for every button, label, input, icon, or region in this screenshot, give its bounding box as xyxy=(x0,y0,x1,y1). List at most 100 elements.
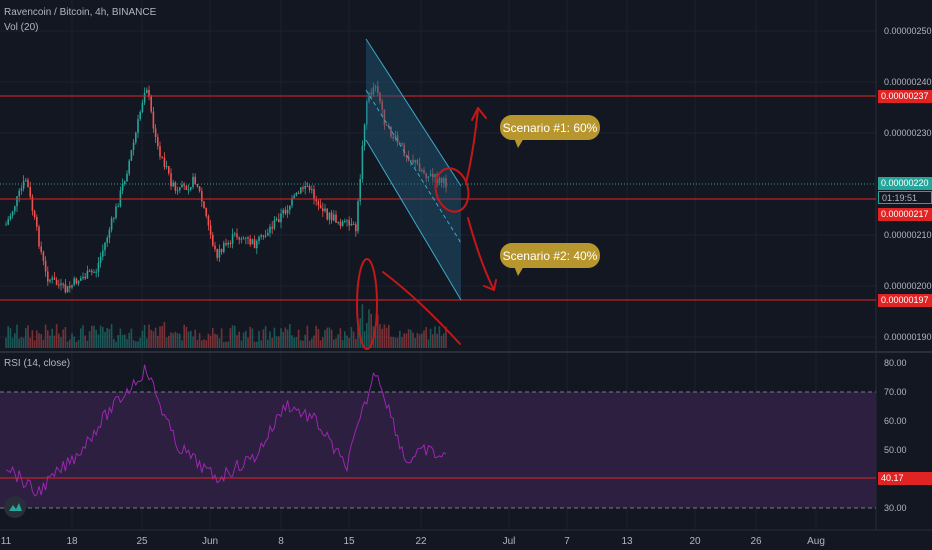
volume-bar xyxy=(84,335,86,348)
candle-body xyxy=(49,279,51,282)
volume-bar xyxy=(280,328,282,348)
volume-bar xyxy=(385,327,388,348)
candle-body xyxy=(150,96,152,112)
candle-body xyxy=(434,174,436,178)
candle-body xyxy=(317,201,320,206)
candle-body xyxy=(258,236,260,242)
tradingview-logo[interactable] xyxy=(4,496,26,518)
volume-bar xyxy=(374,329,377,348)
volume-bar xyxy=(432,334,434,348)
time-label: Jul xyxy=(503,536,516,547)
volume-bar xyxy=(421,333,423,348)
candle-body xyxy=(33,210,36,217)
volume-bar xyxy=(317,328,320,348)
volume-bar xyxy=(44,324,47,348)
volume-bar xyxy=(161,325,163,348)
candle-body xyxy=(445,178,447,188)
candle-body xyxy=(104,242,106,251)
candle-body xyxy=(313,189,315,200)
candle-body xyxy=(264,235,267,237)
volume-bar xyxy=(86,340,89,348)
rsi-line xyxy=(5,364,447,497)
candle-body xyxy=(163,157,166,168)
volume-bar xyxy=(115,341,117,348)
time-axis[interactable]: 11 18 25 Jun 8 15 22 Jul 7 13 20 26 Aug xyxy=(1,536,825,547)
volume-bar xyxy=(126,339,128,348)
volume-bar xyxy=(328,327,331,348)
rsi-axis[interactable]: 80.00 70.00 60.00 50.00 30.00 xyxy=(884,358,907,513)
candle-body xyxy=(214,245,216,250)
volume-bar xyxy=(440,335,443,348)
hand-drawn-annotations[interactable] xyxy=(356,107,497,350)
volume-bar xyxy=(14,333,16,348)
volume-bar xyxy=(42,339,45,348)
scenario2-arrowhead xyxy=(483,279,497,291)
candle-body xyxy=(339,222,342,226)
volume-bar xyxy=(377,314,379,348)
volume-bar xyxy=(176,333,179,348)
time-label: 7 xyxy=(564,536,570,547)
volume-bar xyxy=(240,340,243,348)
candle-body xyxy=(71,284,73,288)
candle-body xyxy=(18,190,20,197)
candle-body xyxy=(225,243,227,245)
candle-body xyxy=(366,101,368,125)
candle-body xyxy=(183,184,185,186)
scenario2-callout[interactable]: Scenario #2: 40% xyxy=(500,243,600,276)
volume-bar xyxy=(434,326,436,348)
candle-body xyxy=(297,192,300,194)
candle-body xyxy=(108,229,111,238)
volume-bar xyxy=(322,337,324,348)
candle-body xyxy=(168,166,170,174)
candle-body xyxy=(346,220,348,222)
candle-body xyxy=(38,226,40,247)
volume-bar xyxy=(271,337,273,348)
descending-channel[interactable] xyxy=(366,39,461,300)
volume-indicator-label[interactable]: Vol (20) xyxy=(4,22,39,33)
volume-bar xyxy=(9,327,12,348)
candle-body xyxy=(152,111,155,129)
volume-bar xyxy=(137,341,139,348)
candle-body xyxy=(124,181,126,184)
volume-bar xyxy=(249,326,251,348)
volume-bar xyxy=(58,333,60,348)
rsi-indicator-label[interactable]: RSI (14, close) xyxy=(4,358,71,369)
candle-body xyxy=(192,176,194,188)
volume-bar xyxy=(128,332,130,348)
volume-bar xyxy=(383,324,386,348)
volume-bar xyxy=(405,333,408,348)
volume-bar xyxy=(168,335,170,348)
volume-bar xyxy=(324,330,326,348)
volume-bar xyxy=(262,329,265,348)
volume-bar xyxy=(401,337,403,348)
price-axis[interactable]: 0.00000250 0.00000240 0.00000230 0.00000… xyxy=(884,26,932,342)
candle-body xyxy=(438,177,441,183)
volume-bar xyxy=(11,337,14,348)
candle-body xyxy=(271,226,273,229)
volume-bar xyxy=(363,331,366,348)
price-tick: 0.00000240 xyxy=(884,77,932,87)
time-label: Jun xyxy=(202,536,218,547)
volume-bar xyxy=(25,328,27,348)
rsi-band xyxy=(0,392,876,508)
volume-bar xyxy=(227,341,229,348)
candle-body xyxy=(234,233,236,235)
volume-bar xyxy=(102,327,104,348)
candle-body xyxy=(16,196,18,207)
volume-bar xyxy=(256,341,258,348)
candle-body xyxy=(403,144,405,156)
scenario1-callout[interactable]: Scenario #1: 60% xyxy=(500,115,600,148)
time-label: 18 xyxy=(66,536,78,547)
candle-body xyxy=(40,246,42,252)
volume-bar xyxy=(20,336,23,348)
candle-body xyxy=(84,276,86,279)
candle-body xyxy=(42,251,45,261)
candle-body xyxy=(293,195,295,198)
volume-bar xyxy=(407,329,410,348)
volume-bar xyxy=(104,332,106,348)
candle-body xyxy=(423,169,425,174)
symbol-title[interactable]: Ravencoin / Bitcoin, 4h, BINANCE xyxy=(4,7,157,18)
volume-bar xyxy=(33,340,36,348)
volume-bar xyxy=(425,327,427,348)
